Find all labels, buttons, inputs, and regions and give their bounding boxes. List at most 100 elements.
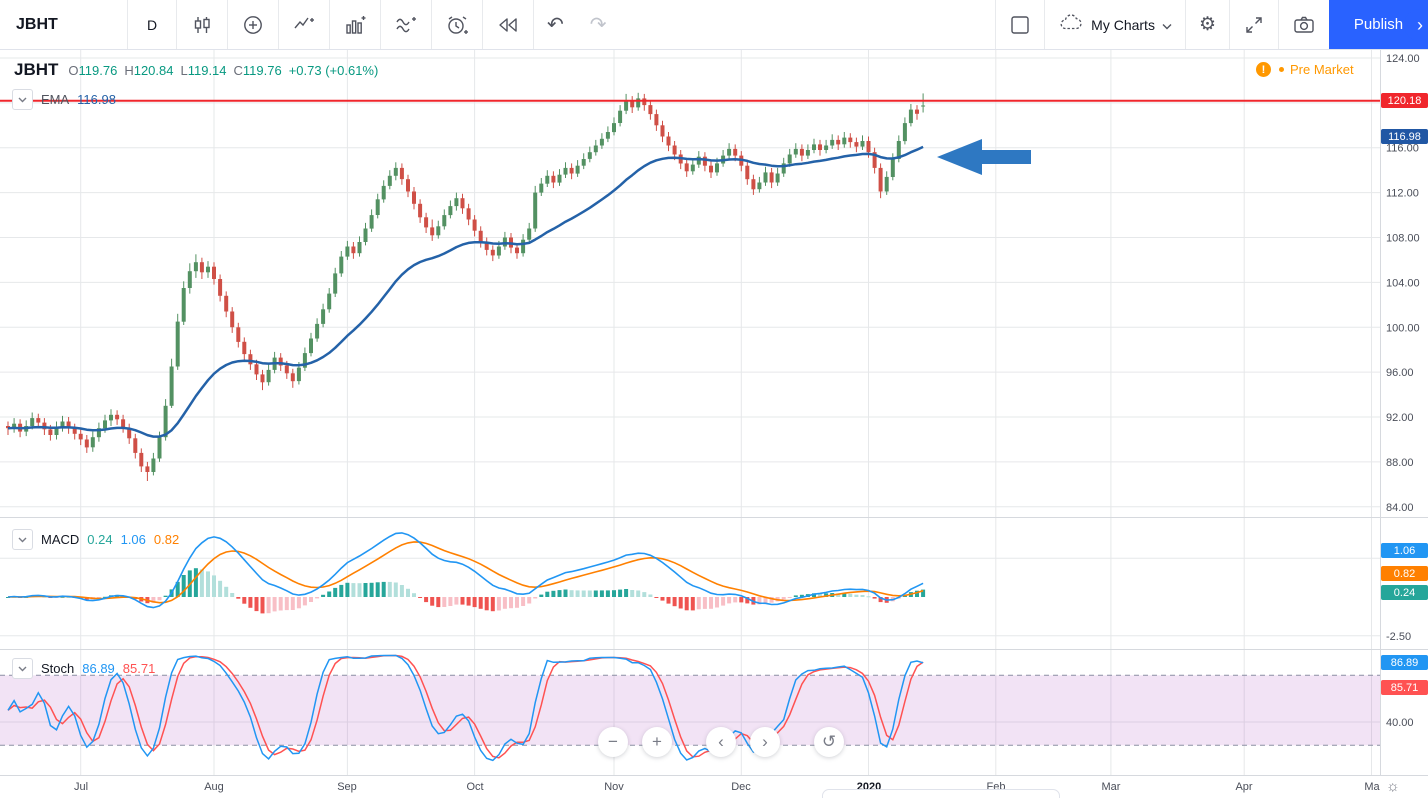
candlestick-icon — [190, 13, 214, 37]
snapshot-button[interactable] — [1279, 0, 1329, 49]
toolbar-separator — [533, 0, 534, 49]
bottom-scrollbar[interactable] — [822, 789, 1060, 798]
fullscreen-button[interactable] — [1230, 0, 1278, 49]
ohlc-high: H120.84 — [124, 62, 174, 78]
svg-text:88.00: 88.00 — [1386, 457, 1414, 469]
pre-market-label: Pre Market — [1290, 62, 1354, 77]
time-label: Jul — [73, 781, 89, 793]
toolbar-separator — [1278, 0, 1279, 49]
chevron-down-icon — [18, 97, 27, 102]
collapse-button[interactable] — [12, 529, 33, 550]
chevron-down-icon — [1162, 17, 1172, 33]
toolbar-separator — [431, 0, 432, 49]
stoch-k-value: 86.89 — [82, 661, 115, 676]
pan-right-button[interactable]: › — [750, 727, 780, 757]
time-label: Nov — [604, 781, 624, 793]
my-charts-button[interactable]: My Charts — [1045, 0, 1185, 49]
toolbar-spacer — [620, 0, 996, 49]
plus-icon: + — [652, 732, 662, 751]
time-label: Ma — [1364, 781, 1380, 793]
stoch-legend: Stoch 86.89 85.71 — [12, 658, 163, 679]
zoom-out-button[interactable]: − — [598, 727, 628, 757]
macd-signal-value: 0.82 — [153, 532, 180, 547]
reset-icon: ↺ — [821, 732, 837, 751]
pre-market-badge: ! Pre Market — [1256, 62, 1354, 77]
ema-label: EMA — [41, 92, 70, 107]
time-label: Apr — [1235, 781, 1253, 793]
replay-button[interactable] — [483, 0, 533, 49]
camera-icon — [1292, 13, 1316, 37]
redo-button[interactable]: ↷ — [577, 0, 620, 49]
axis-badge: 120.18 — [1381, 93, 1428, 108]
undo-button[interactable]: ↶ — [534, 0, 577, 49]
toolbar-separator — [482, 0, 483, 49]
toolbar-separator — [1184, 0, 1186, 49]
alert-circle-icon: ! — [1256, 62, 1271, 77]
layout-square-icon — [1009, 14, 1031, 36]
chevron-down-icon — [18, 537, 27, 542]
gear-icon: ⚙ — [1198, 14, 1216, 35]
svg-text:108.00: 108.00 — [1386, 233, 1420, 245]
toolbar-separator — [176, 0, 177, 49]
svg-text:84.00: 84.00 — [1386, 502, 1414, 514]
minus-icon: − — [608, 732, 618, 751]
fundamentals-button[interactable] — [330, 0, 380, 49]
undo-icon: ↶ — [547, 13, 564, 36]
pan-left-button[interactable]: ‹ — [706, 727, 736, 757]
top-toolbar: JBHT D ↶ ↷ — [0, 0, 1428, 50]
axis-badge: 1.06 — [1381, 543, 1428, 558]
sun-icon: ☼ — [1386, 778, 1400, 795]
macd-legend: MACD 0.24 1.06 0.82 — [12, 529, 187, 550]
stoch-label: Stoch — [41, 661, 75, 676]
chevron-right-icon: › — [762, 732, 768, 751]
collapse-button[interactable] — [12, 658, 33, 679]
chevron-right-icon: › — [1417, 14, 1423, 35]
indicators-button[interactable] — [279, 0, 329, 49]
interval-button[interactable]: D — [146, 16, 158, 33]
time-label: Sep — [337, 781, 357, 793]
chart-style-button[interactable] — [177, 0, 227, 49]
indicator-templates-icon — [394, 13, 418, 37]
reset-view-button[interactable]: ↺ — [814, 727, 844, 757]
axis-badge: 85.71 — [1381, 680, 1428, 695]
time-label: Mar — [1101, 781, 1121, 793]
settings-button[interactable]: ⚙ — [1186, 0, 1229, 49]
quick-arrow-button[interactable]: › — [1404, 9, 1428, 41]
macd-hist-value: 0.24 — [87, 532, 113, 547]
macd-label: MACD — [41, 532, 80, 547]
svg-text:40.00: 40.00 — [1386, 717, 1414, 729]
svg-text:112.00: 112.00 — [1386, 188, 1419, 200]
time-label: Aug — [204, 781, 224, 793]
symbol-button[interactable]: JBHT — [16, 15, 58, 33]
collapse-button[interactable] — [12, 89, 33, 110]
alarm-clock-icon — [445, 13, 469, 37]
svg-text:104.00: 104.00 — [1386, 277, 1420, 289]
chevron-left-icon: ‹ — [718, 732, 724, 751]
my-charts-label: My Charts — [1091, 16, 1155, 33]
theme-toggle-button[interactable]: ☼ — [1386, 778, 1400, 795]
cloud-icon — [1058, 12, 1084, 37]
chevron-down-icon — [18, 666, 27, 671]
alert-button[interactable] — [432, 0, 482, 49]
pre-market-dot-icon — [1279, 67, 1284, 72]
axis-badge: 116.98 — [1381, 129, 1428, 144]
templates-button[interactable] — [381, 0, 431, 49]
zoom-in-button[interactable]: + — [642, 727, 672, 757]
bar-chart-plus-icon — [343, 13, 367, 37]
layout-select-button[interactable] — [996, 0, 1044, 49]
compare-plus-icon — [241, 13, 265, 37]
toolbar-separator — [995, 0, 997, 49]
ohlc-open: O119.76 — [68, 62, 118, 78]
rewind-icon — [496, 13, 520, 37]
compare-button[interactable] — [228, 0, 278, 49]
ohlc-close: C119.76 — [233, 62, 282, 78]
zoom-controls: − + ‹ › ↺ — [598, 727, 844, 757]
axis-badge: 0.24 — [1381, 585, 1428, 600]
main-legend: JBHT O119.76 H120.84 L119.14 C119.76 +0.… — [14, 60, 385, 80]
svg-text:124.00: 124.00 — [1386, 53, 1420, 65]
toolbar-separator — [127, 0, 128, 49]
axis-badge: 86.89 — [1381, 655, 1428, 670]
indicators-icon — [292, 13, 316, 37]
